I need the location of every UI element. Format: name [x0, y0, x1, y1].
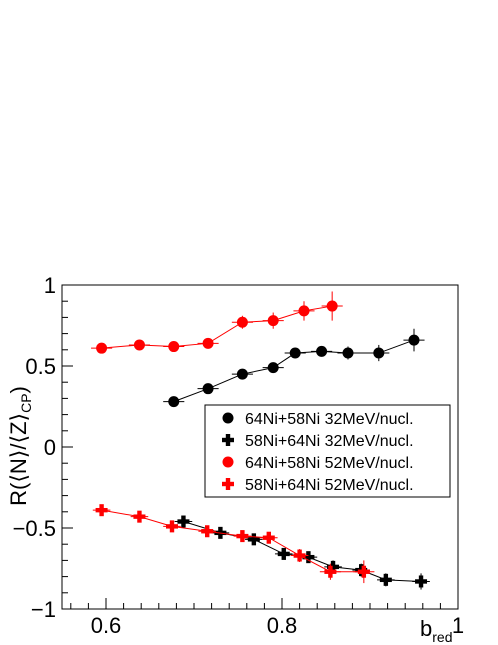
- legend-box: [204, 404, 451, 498]
- data-point: [236, 316, 248, 328]
- y-tick-label: −1: [31, 597, 56, 622]
- data-point: [408, 334, 420, 346]
- data-point-v: [297, 549, 302, 562]
- data-point: [342, 347, 354, 359]
- data-point: [293, 549, 306, 562]
- legend-entry-3: 64Ni+58Ni 52MeV/nucl.: [222, 455, 414, 472]
- data-point: [236, 368, 248, 380]
- data-point: [316, 345, 328, 357]
- data-point: [327, 560, 340, 573]
- data-point-v: [169, 520, 175, 533]
- legend-marker-v: [225, 478, 231, 490]
- x-tick-label: 0.6: [91, 613, 122, 638]
- data-point: [168, 341, 180, 353]
- data-point: [324, 565, 337, 578]
- data-point-v: [99, 504, 104, 517]
- data-point: [236, 530, 249, 543]
- legend-label: 58Ni+64Ni 32MeV/nucl.: [245, 433, 414, 450]
- data-point-v: [361, 565, 367, 578]
- data-point: [247, 533, 260, 546]
- y-tick-label: 1: [44, 273, 56, 298]
- y-tick-label: −0.5: [13, 516, 56, 541]
- y-axis-label: R(⟨N⟩/⟨Z⟩CP): [6, 386, 34, 506]
- series-4: [92, 504, 375, 584]
- data-point: [415, 575, 428, 588]
- legend-marker-v: [225, 434, 231, 446]
- x-axis-label-sub: red: [432, 629, 452, 645]
- data-point-v: [306, 551, 311, 564]
- legend-entry-4: 58Ni+64Ni 52MeV/nucl.: [222, 477, 414, 494]
- legend-label: 64Ni+58Ni 52MeV/nucl.: [245, 455, 414, 472]
- data-point: [166, 520, 178, 533]
- legend-label: 64Ni+58Ni 32MeV/nucl.: [245, 411, 414, 428]
- series-2: [174, 515, 430, 590]
- legend-entries: 64Ni+58Ni 32MeV/nucl. 58Ni+64Ni 32MeV/nuc…: [222, 411, 414, 494]
- data-point: [95, 504, 108, 517]
- y-axis-label-main: R(⟨N⟩/⟨Z⟩: [6, 413, 31, 506]
- data-point: [202, 383, 214, 395]
- data-point-v: [281, 547, 286, 560]
- data-point: [379, 573, 392, 586]
- y-tick-label: 0: [44, 435, 56, 460]
- data-point: [267, 315, 279, 327]
- data-point-v: [266, 531, 271, 544]
- data-point-v: [383, 573, 389, 586]
- x-tick-label: 1: [452, 613, 464, 638]
- data-point: [133, 510, 146, 523]
- legend-marker: [222, 412, 234, 424]
- legend-marker: [222, 456, 234, 468]
- data-point-v: [330, 560, 336, 573]
- data-point: [302, 551, 315, 564]
- data-point: [277, 547, 290, 560]
- data-point-v: [137, 510, 142, 523]
- data-point: [326, 300, 338, 312]
- legend-marker: [222, 434, 234, 446]
- x-axis-label-main: b: [420, 616, 432, 641]
- y-axis-label-sub: CP: [18, 393, 34, 412]
- x-axis-label: bred: [420, 616, 452, 645]
- series-3: [91, 291, 343, 354]
- data-point-v: [251, 533, 257, 546]
- legend-marker: [222, 478, 234, 490]
- data-point: [357, 565, 370, 578]
- legend-entry-2: 58Ni+64Ni 32MeV/nucl.: [222, 433, 414, 450]
- series-1: [163, 328, 425, 408]
- axes: 0.6 0.8 1 −1 −0.5 0 0.5 1: [13, 273, 465, 638]
- legend: 64Ni+58Ni 32MeV/nucl. 58Ni+64Ni 32MeV/nuc…: [204, 404, 451, 498]
- data-point-v: [205, 525, 210, 538]
- data-point-v: [181, 515, 186, 528]
- legend-entry-1: 64Ni+58Ni 32MeV/nucl.: [222, 411, 414, 428]
- x-tick-label: 0.8: [267, 613, 298, 638]
- y-axis-label-close: ): [6, 386, 31, 393]
- data-point: [289, 347, 301, 359]
- legend-label: 58Ni+64Ni 52MeV/nucl.: [245, 477, 414, 494]
- data-point: [202, 337, 214, 349]
- data-point: [96, 342, 108, 354]
- data-point: [262, 531, 275, 544]
- data-point: [201, 525, 214, 538]
- data-point: [177, 515, 190, 528]
- data-point: [267, 362, 279, 374]
- data-point: [168, 396, 180, 408]
- data-point-v: [328, 565, 333, 578]
- data-point: [298, 305, 310, 317]
- data-point-v: [418, 575, 424, 588]
- data-point: [373, 347, 385, 359]
- data-point: [133, 339, 145, 351]
- y-tick-label: 0.5: [25, 354, 56, 379]
- data-series: [91, 291, 430, 590]
- data-point-v: [240, 530, 245, 543]
